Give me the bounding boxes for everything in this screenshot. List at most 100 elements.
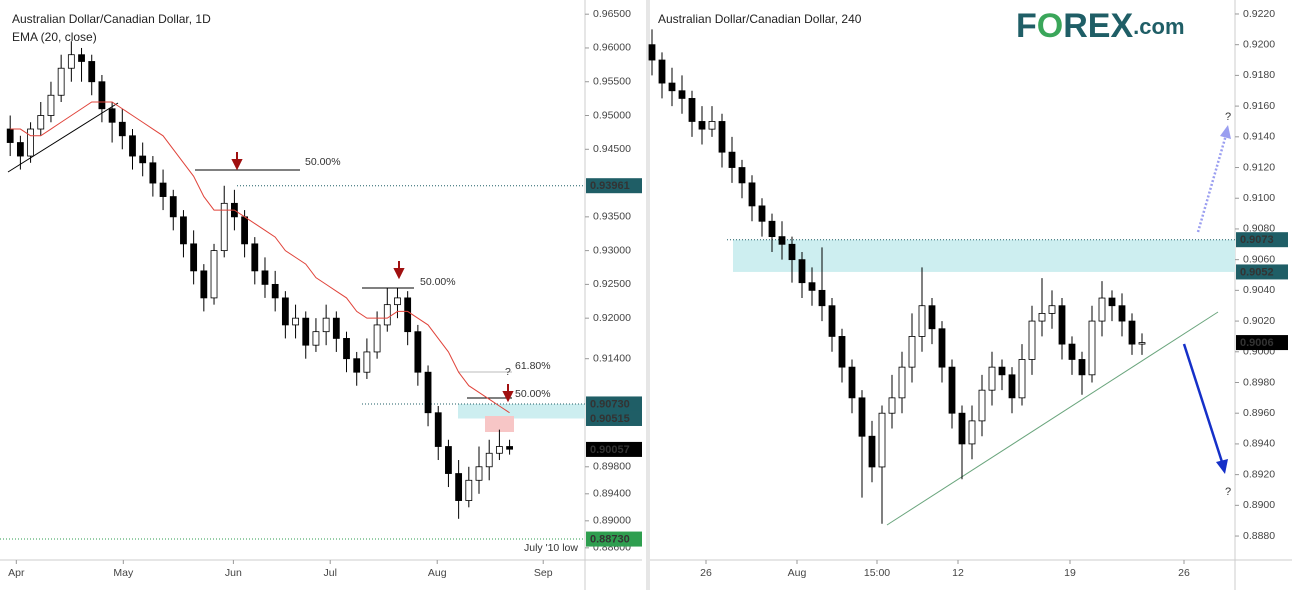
y-tick-label: 0.8960: [1243, 407, 1275, 419]
y-tick-label: 0.9160: [1243, 100, 1275, 112]
x-tick-label: Aug: [788, 567, 807, 579]
y-tick-label: 0.92500: [593, 278, 631, 290]
candle-body: [332, 317, 340, 339]
y-tick-label: 0.92000: [593, 312, 631, 324]
candle-body: [708, 121, 716, 130]
arrow: [1196, 134, 1228, 233]
candle-body: [220, 202, 228, 252]
price-tag-label: 0.90730: [590, 398, 630, 410]
candle-body: [271, 283, 279, 299]
candle-body: [261, 270, 269, 285]
candle-body: [1088, 320, 1096, 376]
y-tick-label: 0.9040: [1243, 284, 1275, 296]
y-tick-label: 0.9020: [1243, 315, 1275, 327]
logo-part: F: [1016, 7, 1037, 45]
candle-body: [475, 466, 483, 481]
candle-body: [200, 270, 208, 299]
candle-body: [57, 67, 65, 96]
candle-body: [858, 397, 866, 437]
price-tag-label: 0.90515: [590, 413, 630, 425]
y-tick-label: 0.89400: [593, 488, 631, 500]
candle-body: [928, 305, 936, 330]
candle-body: [251, 243, 259, 272]
candle-body: [1068, 343, 1076, 360]
candle-body: [1048, 305, 1056, 314]
candle-body: [455, 473, 463, 501]
price-tag: [1236, 232, 1288, 248]
candle-body: [978, 389, 986, 422]
x-tick-label: 15:00: [864, 567, 890, 579]
x-tick-label: 26: [1178, 567, 1190, 579]
candle-body: [159, 182, 167, 197]
candle-body: [292, 317, 299, 326]
annotation: July '10 low: [524, 542, 578, 554]
zone: [458, 403, 585, 419]
candle-body: [353, 358, 361, 373]
candle-body: [1138, 342, 1146, 345]
candle-body: [302, 317, 310, 346]
price-tag: [586, 178, 642, 194]
candle-body: [1108, 297, 1116, 307]
candle-body: [445, 446, 452, 474]
candle-body: [1058, 305, 1066, 345]
chart-title: Australian Dollar/Canadian Dollar, 1D: [12, 12, 211, 26]
y-tick-label: 0.8880: [1243, 530, 1275, 542]
candle-body: [1118, 305, 1126, 322]
candle-body: [788, 243, 796, 261]
arrow: [502, 384, 514, 403]
trend-line: [886, 311, 1219, 526]
candle-body: [169, 196, 177, 218]
ema-line: [10, 101, 510, 414]
candle-body: [848, 366, 856, 399]
price-tag-label: 0.93961: [590, 180, 630, 192]
candle-body: [988, 366, 996, 391]
candle-body: [67, 54, 75, 69]
y-tick-label: 0.94500: [593, 143, 631, 155]
arrow: [1182, 343, 1224, 463]
y-tick-label: 0.9220: [1243, 8, 1275, 20]
zone: [485, 416, 514, 432]
y-tick-label: 0.9180: [1243, 69, 1275, 81]
price-tag: [1236, 264, 1288, 280]
price-tag-label: 0.9052: [1240, 266, 1274, 278]
candle-body: [1018, 359, 1026, 399]
candle-body: [718, 121, 726, 153]
y-tick-label: 0.96500: [593, 8, 631, 20]
annotation: 50.00%: [305, 156, 341, 168]
candle-body: [968, 420, 976, 445]
x-tick-label: Sep: [534, 567, 553, 579]
candle-body: [149, 162, 157, 184]
candle-body: [898, 366, 906, 399]
candle-body: [748, 182, 756, 207]
x-tick-label: Jul: [323, 567, 336, 579]
y-tick-label: 0.8900: [1243, 499, 1275, 511]
candle-body: [648, 44, 656, 61]
x-tick-label: May: [113, 567, 134, 579]
candle-body: [1028, 320, 1036, 360]
candle-body: [78, 54, 85, 62]
y-tick-label: 0.93000: [593, 244, 631, 256]
candle-body: [6, 128, 14, 143]
y-tick-label: 0.9060: [1243, 253, 1275, 265]
price-tag-label: 0.90057: [590, 444, 630, 456]
candle-body: [908, 336, 916, 368]
y-tick-label: 0.91400: [593, 352, 631, 364]
y-tick-label: 0.96000: [593, 42, 631, 54]
y-tick-label: 0.9140: [1243, 131, 1275, 143]
chart-subtitle: EMA (20, close): [12, 30, 97, 44]
candle-body: [758, 205, 766, 222]
price-tag-label: 0.9006: [1240, 337, 1274, 349]
candle-body: [688, 98, 696, 122]
candle-body: [1078, 359, 1086, 376]
candle-body: [27, 128, 34, 157]
arrow-head: [1220, 125, 1231, 139]
x-tick-label: 12: [952, 567, 964, 579]
zone: [733, 239, 1235, 272]
x-tick-label: 19: [1064, 567, 1076, 579]
candle-body: [958, 412, 966, 445]
price-tag: [1236, 335, 1288, 351]
y-tick-label: 0.9200: [1243, 38, 1275, 50]
candle-body: [404, 297, 412, 333]
candle-body: [948, 366, 956, 414]
drawing-line: [7, 102, 119, 173]
